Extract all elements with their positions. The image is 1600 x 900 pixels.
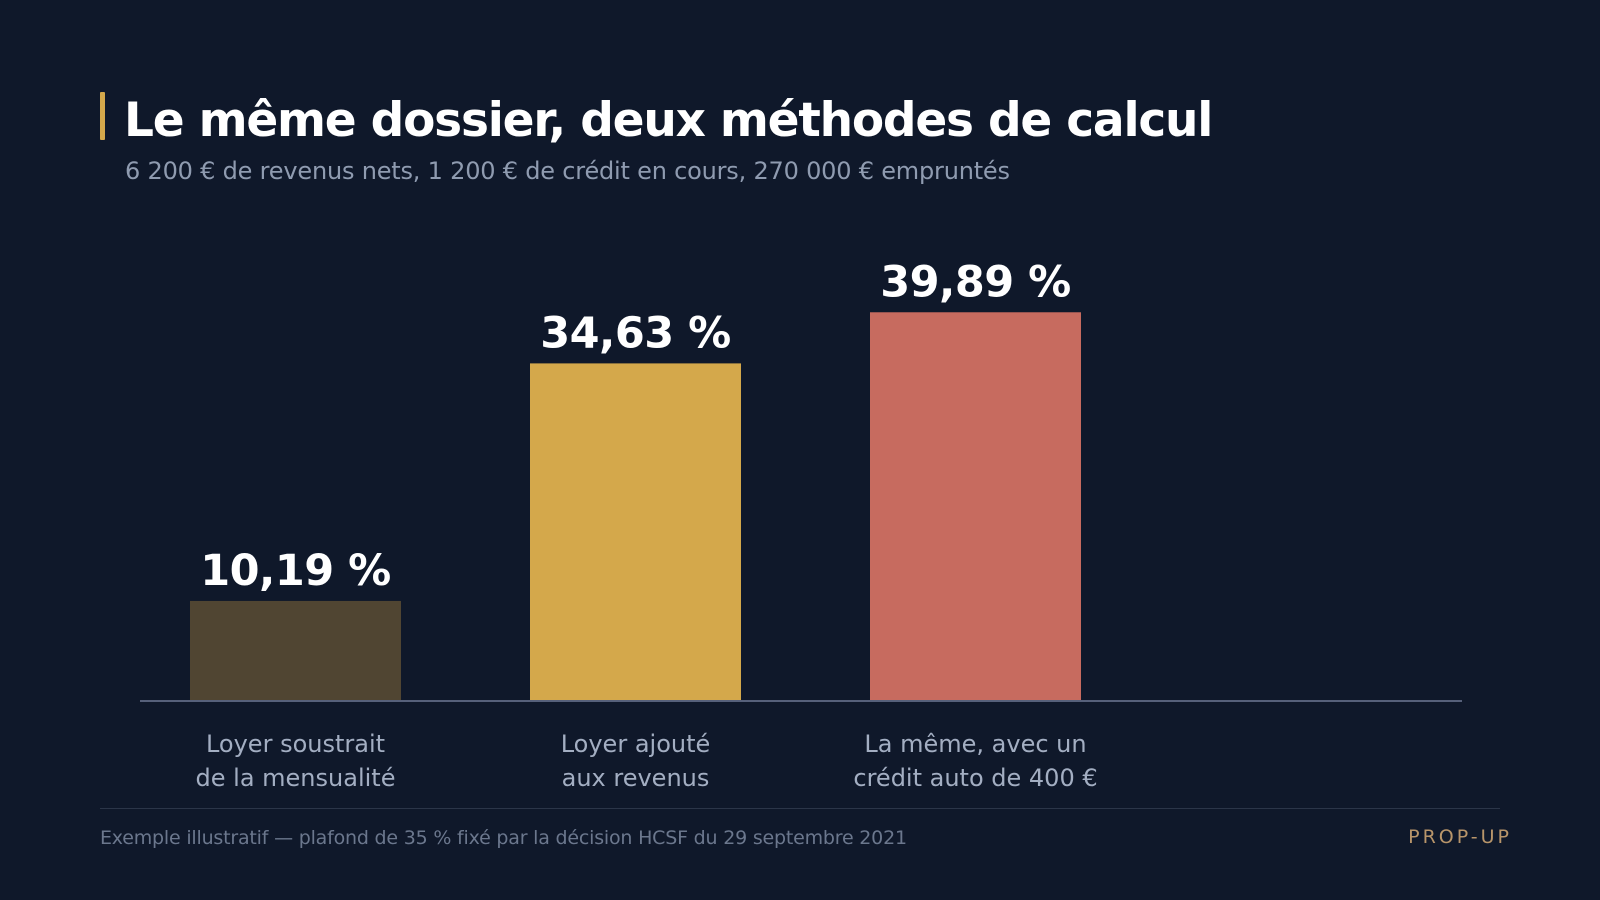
data-label-3: 39,89 % <box>880 257 1071 307</box>
category-label-1-line-2: de la mensualité <box>196 764 396 792</box>
data-label-1: 10,19 % <box>200 546 391 596</box>
category-label-3-line-2: crédit auto de 400 € <box>853 764 1097 792</box>
bar-chart: 10,19 % Loyer soustrait de la mensualité 34… <box>140 257 1462 792</box>
bars-layer <box>190 312 1081 700</box>
brand-logo-text: PROP-UP <box>1408 826 1512 848</box>
page-subtitle: 6 200 € de revenus nets, 1 200 € de créd… <box>125 157 1010 185</box>
bar-3 <box>870 312 1081 700</box>
bar-2 <box>530 363 741 700</box>
category-label-1-line-1: Loyer soustrait <box>206 730 385 758</box>
category-label-2-line-2: aux revenus <box>562 764 710 792</box>
title-accent-bar <box>100 92 105 140</box>
category-label-3-line-1: La même, avec un <box>864 730 1086 758</box>
bar-1 <box>190 600 401 700</box>
category-label-2-line-1: Loyer ajouté <box>561 730 711 758</box>
footer-divider <box>100 808 1500 809</box>
data-label-2: 34,63 % <box>540 308 731 358</box>
footer-note: Exemple illustratif — plafond de 35 % fi… <box>100 827 907 849</box>
labels-layer: 10,19 % Loyer soustrait de la mensualité 34… <box>196 257 1098 792</box>
page-title: Le même dossier, deux méthodes de calcul <box>124 93 1213 148</box>
